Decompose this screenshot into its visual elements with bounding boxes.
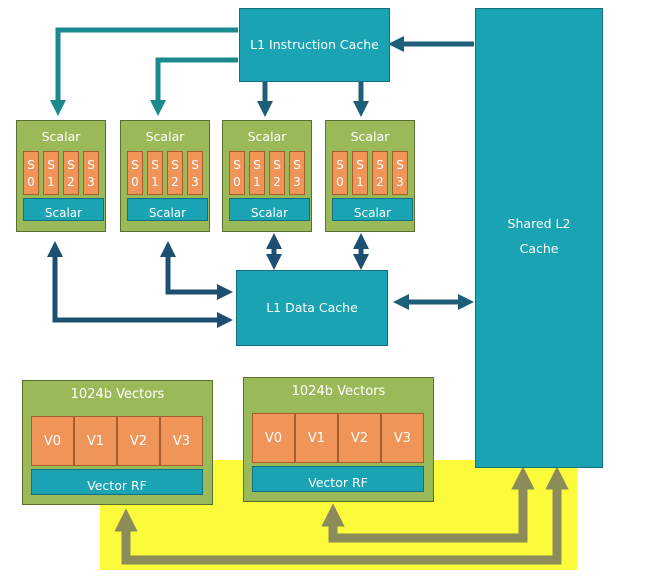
shared-l2-cache: Shared L2 Cache xyxy=(475,8,603,468)
l1-data-cache: L1 Data Cache xyxy=(236,270,388,346)
l1-data-cache-label: L1 Data Cache xyxy=(266,300,358,315)
vector-unit-1: 1024b Vectors V0 V1 V2 V3 Vector RF xyxy=(22,380,213,505)
scalar-core-title: Scalar xyxy=(247,129,287,144)
vector-unit-title: 1024b Vectors xyxy=(291,384,386,399)
vector-unit-2: 1024b Vectors V0 V1 V2 V3 Vector RF xyxy=(243,377,434,502)
vector-lane: V1 xyxy=(74,416,117,466)
vector-register-file: Vector RF xyxy=(31,469,203,495)
scalar-register-file: Scalar xyxy=(127,198,208,221)
vector-lane: V0 xyxy=(31,416,74,466)
scalar-register-file: Scalar xyxy=(229,198,310,221)
arrow-vector-1-l2 xyxy=(114,466,569,565)
arrow-icache-to-core-1 xyxy=(49,27,238,117)
scalar-core-title: Scalar xyxy=(350,129,390,144)
vector-lane: V2 xyxy=(338,413,381,463)
l1-instruction-cache: L1 Instruction Cache xyxy=(239,8,390,82)
vector-unit-title: 1024b Vectors xyxy=(70,387,165,402)
arrow-dcache-core-1 xyxy=(46,240,234,329)
arrow-dcache-core-2 xyxy=(159,240,234,301)
scalar-register-file: Scalar xyxy=(23,198,104,221)
arrow-vector-2-l2 xyxy=(321,466,535,543)
scalar-core-title: Scalar xyxy=(41,129,81,144)
vector-lane: V1 xyxy=(295,413,338,463)
vector-register-file: Vector RF xyxy=(252,466,424,492)
vector-lane: V0 xyxy=(252,413,295,463)
vector-lane: V2 xyxy=(117,416,160,466)
shared-l2-cache-label-line1: Shared L2 xyxy=(507,216,571,231)
scalar-register-file: Scalar xyxy=(332,198,413,221)
vector-lane: V3 xyxy=(160,416,203,466)
arrow-icache-to-core-2 xyxy=(149,57,238,117)
vector-lane: V3 xyxy=(381,413,424,463)
l1-instruction-cache-label: L1 Instruction Cache xyxy=(250,37,379,52)
scalar-core-title: Scalar xyxy=(145,129,185,144)
shared-l2-cache-label-line2: Cache xyxy=(519,241,559,256)
